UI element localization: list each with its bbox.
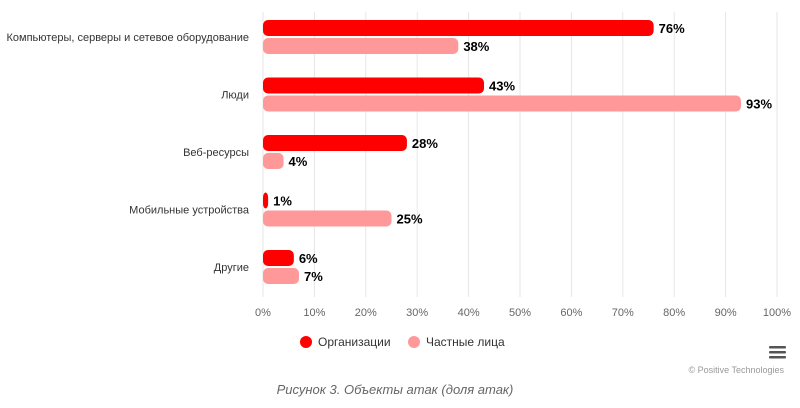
legend-swatch-organizations [300, 336, 312, 348]
bar[interactable] [263, 268, 299, 284]
x-tick-label: 50% [509, 307, 531, 319]
category-label: Люди [221, 90, 249, 102]
category-labels: Компьютеры, серверы и сетевое оборудован… [7, 32, 250, 274]
data-label: 7% [304, 269, 323, 284]
credit-text: © Positive Technologies [688, 365, 784, 375]
bar[interactable] [263, 95, 742, 112]
bar[interactable] [263, 250, 294, 266]
data-labels: 76% 38% 43% 93% 28% 4% 1% 25% 6% 7% [273, 21, 772, 284]
legend-item-organizations[interactable]: Организации [300, 335, 391, 349]
data-label: 38% [463, 39, 489, 54]
legend-label-individuals: Частные лица [426, 335, 505, 349]
x-tick-label: 80% [663, 307, 685, 319]
bar[interactable] [263, 153, 284, 169]
x-tick-label: 0% [255, 307, 271, 319]
legend-label-organizations: Организации [318, 335, 391, 349]
grid-lines [262, 12, 778, 297]
legend: Организации Частные лица [300, 335, 505, 349]
data-label: 25% [397, 212, 423, 227]
x-tick-label: 20% [355, 307, 377, 319]
data-label: 4% [289, 154, 308, 169]
category-label: Веб-ресурсы [183, 147, 249, 159]
data-label: 43% [489, 79, 515, 94]
data-label: 93% [746, 97, 772, 112]
legend-item-individuals[interactable]: Частные лица [408, 335, 505, 349]
x-tick-label: 100% [763, 307, 791, 319]
x-tick-label: 30% [406, 307, 428, 319]
data-label: 28% [412, 136, 438, 151]
x-tick-label: 60% [560, 307, 582, 319]
bar[interactable] [263, 210, 392, 227]
bar[interactable] [263, 20, 654, 36]
x-tick-label: 70% [612, 307, 634, 319]
x-tick-label: 90% [715, 307, 737, 319]
category-label: Мобильные устройства [129, 205, 250, 217]
hamburger-menu-icon[interactable] [769, 346, 786, 359]
bar[interactable] [263, 77, 485, 94]
data-label: 6% [299, 251, 318, 266]
x-axis-ticks: 0% 10% 20% 30% 40% 50% 60% 70% 80% 90% 100% [255, 307, 791, 319]
bar[interactable] [263, 38, 459, 54]
bar[interactable] [263, 192, 269, 209]
legend-swatch-individuals [408, 336, 420, 348]
x-tick-label: 40% [458, 307, 480, 319]
category-label: Другие [214, 262, 249, 274]
figure-caption: Рисунок 3. Объекты атак (доля атак) [277, 382, 514, 397]
bar[interactable] [263, 135, 407, 151]
data-label: 76% [659, 21, 685, 36]
x-tick-label: 10% [303, 307, 325, 319]
category-label: Компьютеры, серверы и сетевое оборудован… [7, 32, 249, 44]
bars [263, 20, 742, 284]
data-label: 1% [273, 194, 292, 209]
